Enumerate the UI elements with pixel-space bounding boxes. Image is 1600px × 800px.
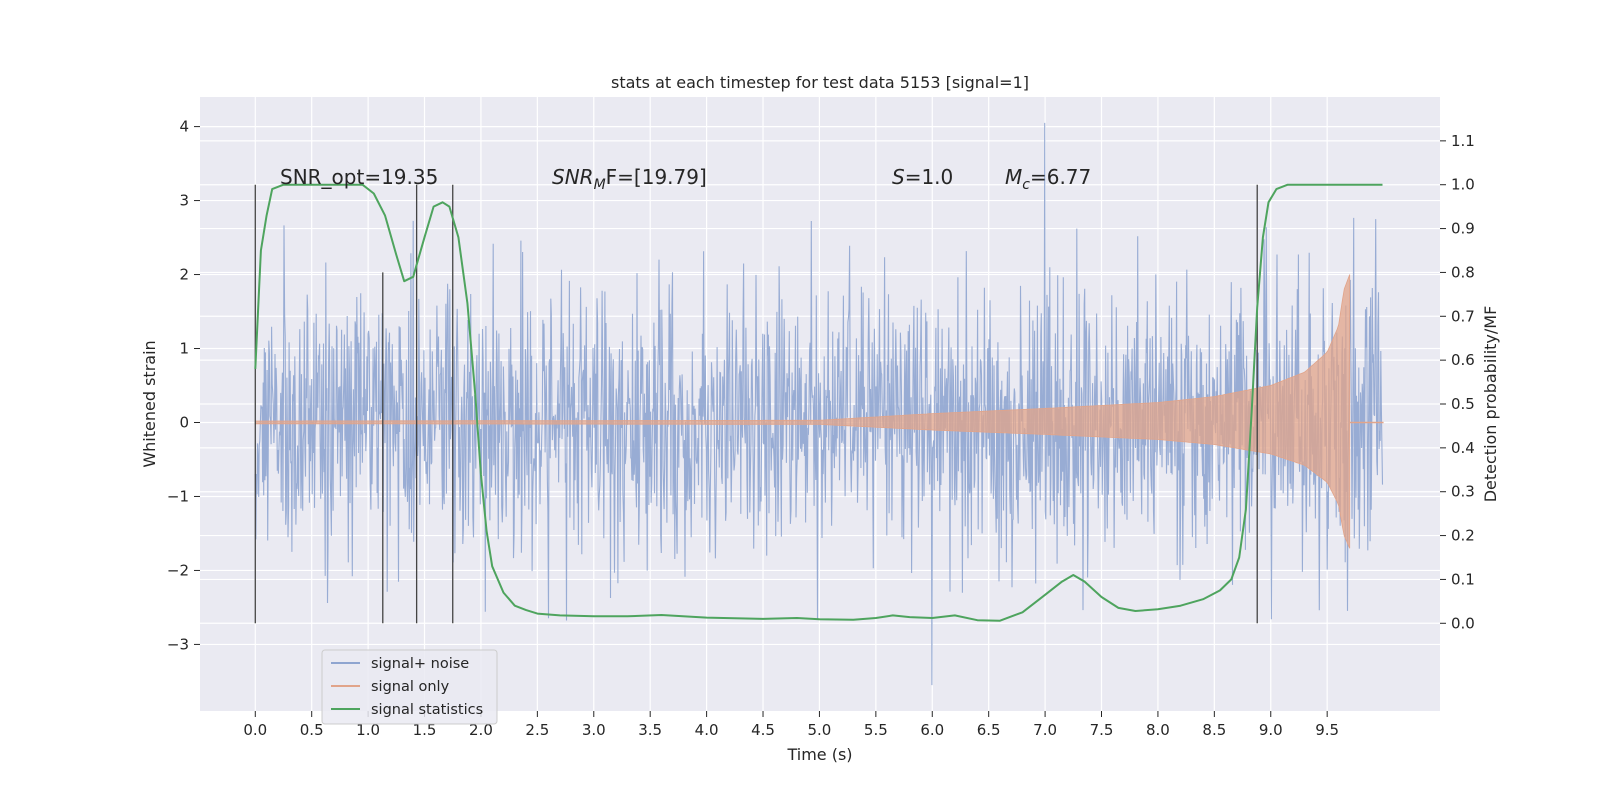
y-left-tick-label: −3: [167, 635, 189, 653]
x-tick-label: 2.0: [469, 721, 493, 739]
x-axis-ticks: 0.0 0.5 1.0 1.5 2.0 2.5 3.0 3.5 4.0 4.5 5.0 5.5 6.0 6…: [243, 711, 1339, 739]
y-right-tick-label: 0.3: [1451, 483, 1475, 501]
x-tick-label: 6.0: [920, 721, 944, 739]
y-left-axis-ticks: −3 −2 −1 0 1 2 3 4: [167, 118, 200, 653]
x-tick-label: 8.0: [1146, 721, 1170, 739]
x-tick-label: 9.0: [1259, 721, 1283, 739]
legend-label-signal: signal only: [371, 679, 450, 695]
x-tick-label: 8.5: [1202, 721, 1226, 739]
annotation-s-main: S: [892, 165, 905, 189]
legend-box: [321, 649, 498, 725]
y-left-tick-label: 2: [179, 266, 189, 284]
x-tick-label: 1.0: [356, 721, 380, 739]
annotation-snr-mf-main: SNR: [552, 165, 594, 189]
annotation-snr-mf-sub: M: [594, 177, 606, 193]
x-tick-label: 6.5: [977, 721, 1001, 739]
annotation-mc-main: M: [1005, 165, 1022, 189]
annotation-s-rest: =1.0: [905, 165, 954, 189]
y-left-tick-label: −2: [167, 561, 189, 579]
y-right-tick-label: 0.0: [1451, 614, 1475, 632]
annotation-mc-rest: =6.77: [1030, 165, 1091, 189]
series-signal-only: [254, 274, 1384, 549]
x-tick-label: 7.5: [1090, 721, 1114, 739]
legend-label-statistics: signal statistics: [371, 702, 483, 718]
y-left-tick-label: 0: [179, 413, 189, 431]
y-right-tick-label: 0.6: [1451, 351, 1475, 369]
x-tick-label: 5.5: [864, 721, 888, 739]
series-line-signal-statistics: [254, 183, 1383, 622]
annotation-s: S=1.0: [892, 165, 953, 189]
y-right-tick-label: 0.8: [1451, 263, 1475, 281]
x-tick-label: 4.0: [695, 721, 719, 739]
series-area-signal-only: [254, 274, 1351, 549]
annotation-snr-opt: SNR_opt=19.35: [280, 165, 438, 189]
x-tick-label: 1.5: [413, 721, 437, 739]
legend: signal+ noise signal only signal statist…: [321, 649, 498, 725]
x-tick-label: 2.5: [525, 721, 549, 739]
annotation-snr-mf: SNRMF=[19.79]: [552, 165, 707, 193]
legend-label-noise: signal+ noise: [371, 656, 469, 672]
x-tick-label: 3.0: [582, 721, 606, 739]
y-left-axis-label: Whitened strain: [140, 340, 159, 467]
y-left-tick-label: −1: [167, 487, 189, 505]
x-tick-label: 0.0: [243, 721, 267, 739]
y-right-tick-label: 0.1: [1451, 570, 1475, 588]
series-signal-statistics: [254, 183, 1383, 622]
x-tick-label: 0.5: [300, 721, 324, 739]
y-left-tick-label: 4: [179, 118, 189, 136]
y-right-tick-label: 1.1: [1451, 132, 1475, 150]
y-right-axis-ticks: 0.0 0.1 0.2 0.3 0.4 0.5 0.6 0.7 0.8 0.9 1.0 1.1: [1440, 132, 1475, 632]
y-right-tick-label: 0.9: [1451, 220, 1475, 238]
annotation-snr-mf-rest: F=[19.79]: [606, 165, 707, 189]
x-axis-label: Time (s): [786, 745, 852, 764]
y-right-tick-label: 0.7: [1451, 307, 1475, 325]
x-tick-label: 7.0: [1033, 721, 1057, 739]
vertical-markers: [254, 184, 1258, 624]
chart-title: stats at each timestep for test data 515…: [611, 73, 1029, 92]
series-signal-plus-noise: [254, 122, 1384, 686]
y-right-tick-label: 0.2: [1451, 527, 1475, 545]
y-right-tick-label: 0.5: [1451, 395, 1475, 413]
y-left-tick-label: 1: [179, 340, 189, 358]
annotation-mc: Mc=6.77: [1005, 165, 1091, 193]
x-tick-label: 5.0: [808, 721, 832, 739]
annotation-mc-sub: c: [1022, 177, 1030, 193]
y-right-axis-label: Detection probability/MF: [1481, 306, 1500, 503]
series-line-signal-plus-noise: [254, 122, 1384, 686]
y-left-tick-label: 3: [179, 192, 189, 210]
x-tick-label: 9.5: [1315, 721, 1339, 739]
x-tick-label: 4.5: [751, 721, 775, 739]
y-right-tick-label: 1.0: [1451, 176, 1475, 194]
y-right-tick-label: 0.4: [1451, 439, 1475, 457]
x-tick-label: 3.5: [638, 721, 662, 739]
